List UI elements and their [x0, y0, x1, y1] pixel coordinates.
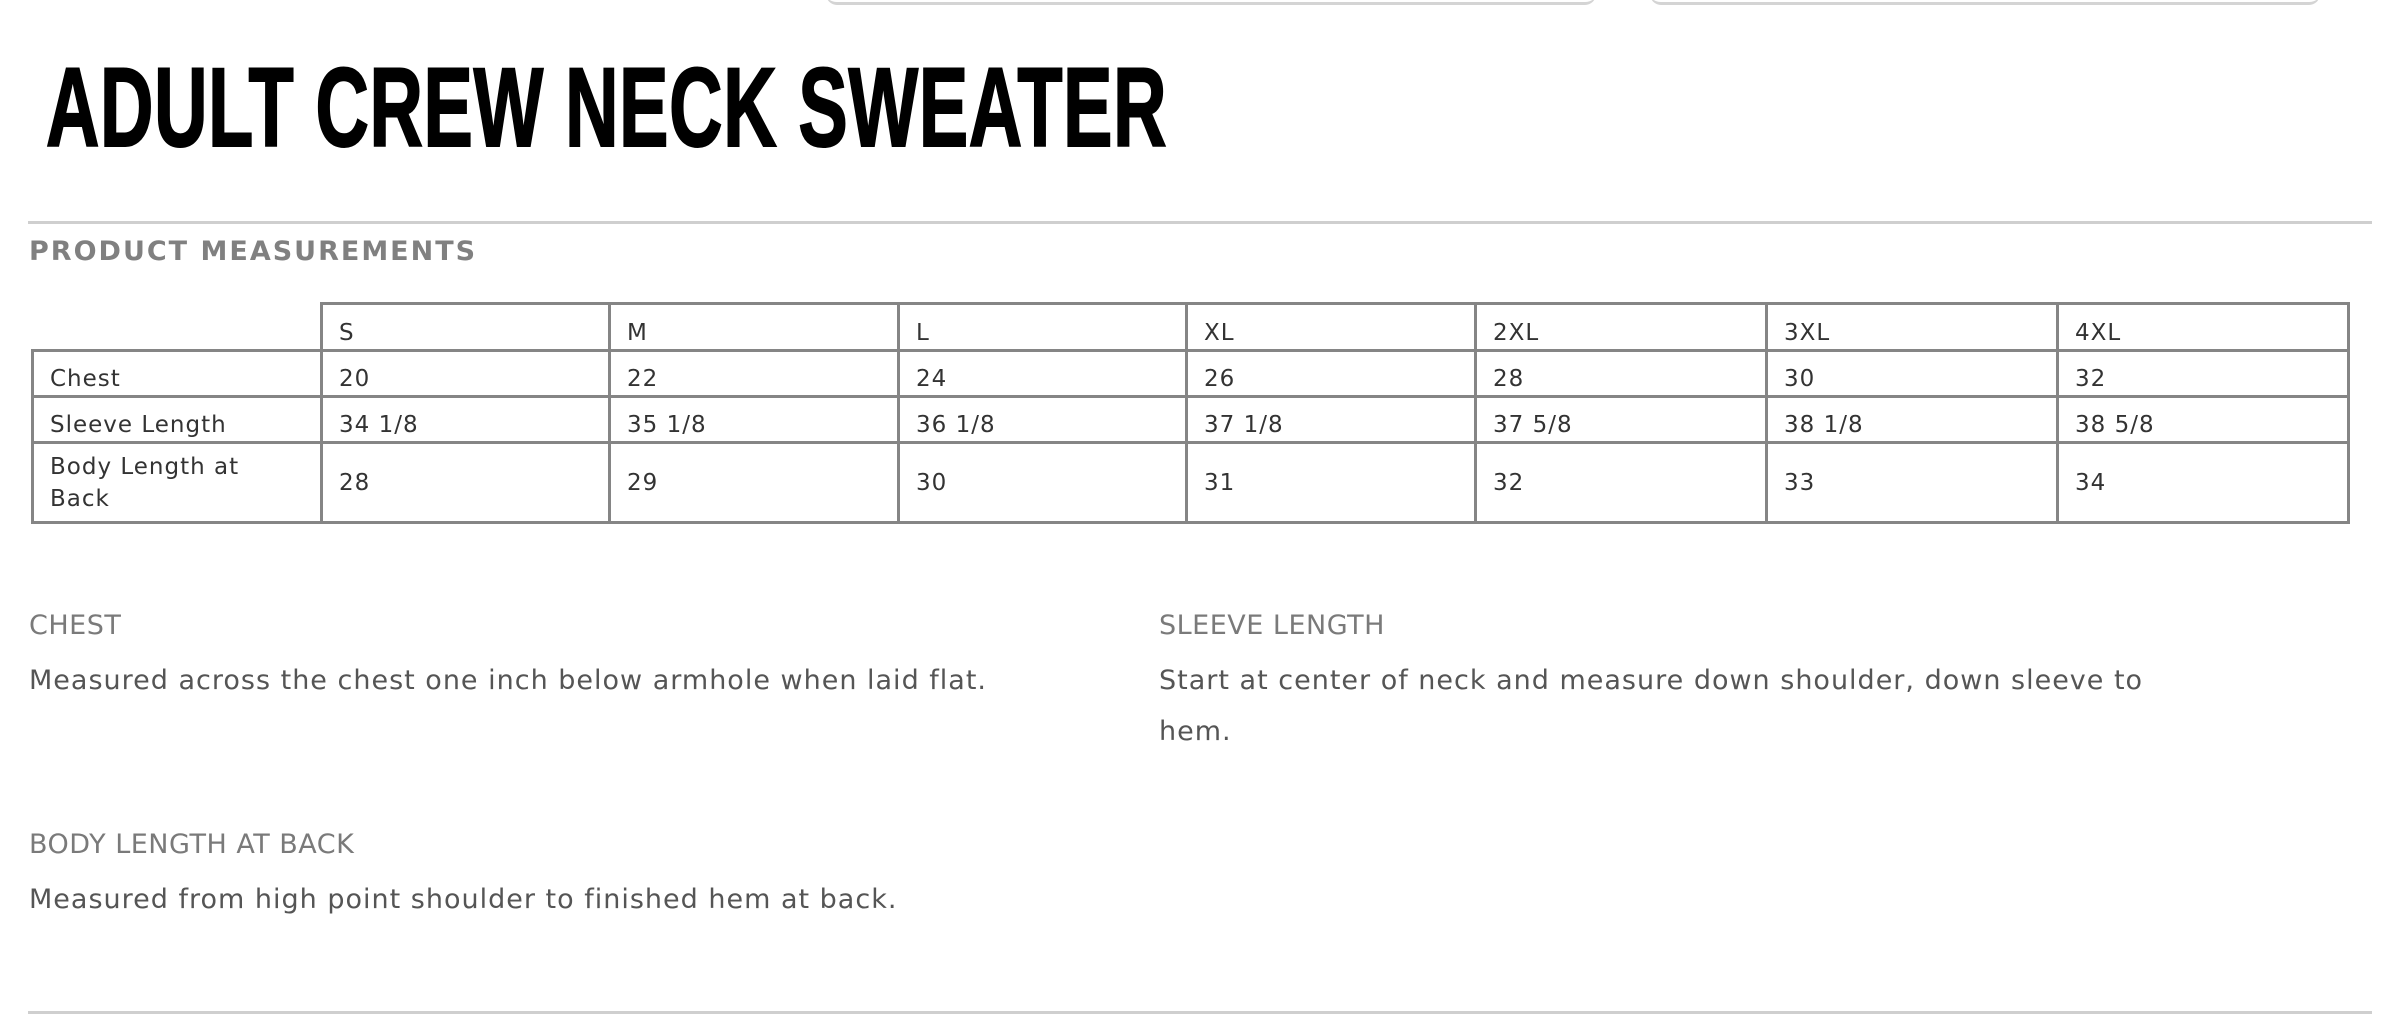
size-header: XL: [1185, 302, 1477, 352]
table-cell: 37 1/8: [1185, 395, 1477, 444]
definition-term-body-length: BODY LENGTH AT BACK: [29, 829, 355, 860]
table-cell: 30: [1765, 349, 2059, 398]
table-cell: 36 1/8: [897, 395, 1188, 444]
size-header: M: [608, 302, 900, 352]
definition-sleeve-length: Start at center of neck and measure down…: [1159, 665, 2144, 747]
table-cell: 20: [320, 349, 611, 398]
table-cell: 28: [1474, 349, 1768, 398]
table-cell: 35 1/8: [608, 395, 900, 444]
table-cell: 34 1/8: [320, 395, 611, 444]
size-header: S: [320, 302, 611, 352]
measurements-table: S M L XL 2XL 3XL 4XL Chest 20 22 24 26 2…: [31, 302, 2350, 524]
table-cell: 26: [1185, 349, 1477, 398]
table-row: Sleeve Length 34 1/8 35 1/8 36 1/8 37 1/…: [31, 395, 2350, 444]
table-header-row: S M L XL 2XL 3XL 4XL: [32, 302, 2350, 352]
table-cell: 28: [320, 441, 611, 524]
size-header: L: [897, 302, 1188, 352]
divider-bottom: [28, 1011, 2372, 1014]
table-cell: 32: [2056, 349, 2350, 398]
table-cell: 38 5/8: [2056, 395, 2350, 444]
table-cell: 38 1/8: [1765, 395, 2059, 444]
row-label: Body Length at Back: [31, 441, 323, 524]
top-edge-artifact: [1650, 0, 2320, 5]
table-cell: 34: [2056, 441, 2350, 524]
definition-chest: Measured across the chest one inch below…: [29, 665, 988, 696]
section-title: PRODUCT MEASUREMENTS: [29, 236, 478, 267]
definition-term-sleeve-length: SLEEVE LENGTH: [1159, 610, 1385, 641]
table-cell: 33: [1765, 441, 2059, 524]
table-cell: 30: [897, 441, 1188, 524]
definition-term-chest: CHEST: [29, 610, 122, 641]
table-cell: 22: [608, 349, 900, 398]
size-header: 4XL: [2056, 302, 2350, 352]
table-cell: 29: [608, 441, 900, 524]
size-header: 2XL: [1474, 302, 1768, 352]
table-cell: 24: [897, 349, 1188, 398]
page-title: ADULT CREW NECK SWEATER: [45, 45, 1168, 170]
row-label: Chest: [31, 349, 323, 398]
size-header: 3XL: [1765, 302, 2059, 352]
table-cell: 32: [1474, 441, 1768, 524]
definition-body-length: Measured from high point shoulder to fin…: [29, 884, 898, 915]
table-cell: 31: [1185, 441, 1477, 524]
table-row: Body Length at Back 28 29 30 31 32 33 34: [31, 441, 2350, 524]
table-row: Chest 20 22 24 26 28 30 32: [31, 349, 2350, 398]
row-label: Sleeve Length: [31, 395, 323, 444]
table-cell: 37 5/8: [1474, 395, 1768, 444]
header-blank-cell: [32, 303, 323, 352]
divider-top: [28, 221, 2372, 224]
top-edge-artifact: [826, 0, 1596, 5]
